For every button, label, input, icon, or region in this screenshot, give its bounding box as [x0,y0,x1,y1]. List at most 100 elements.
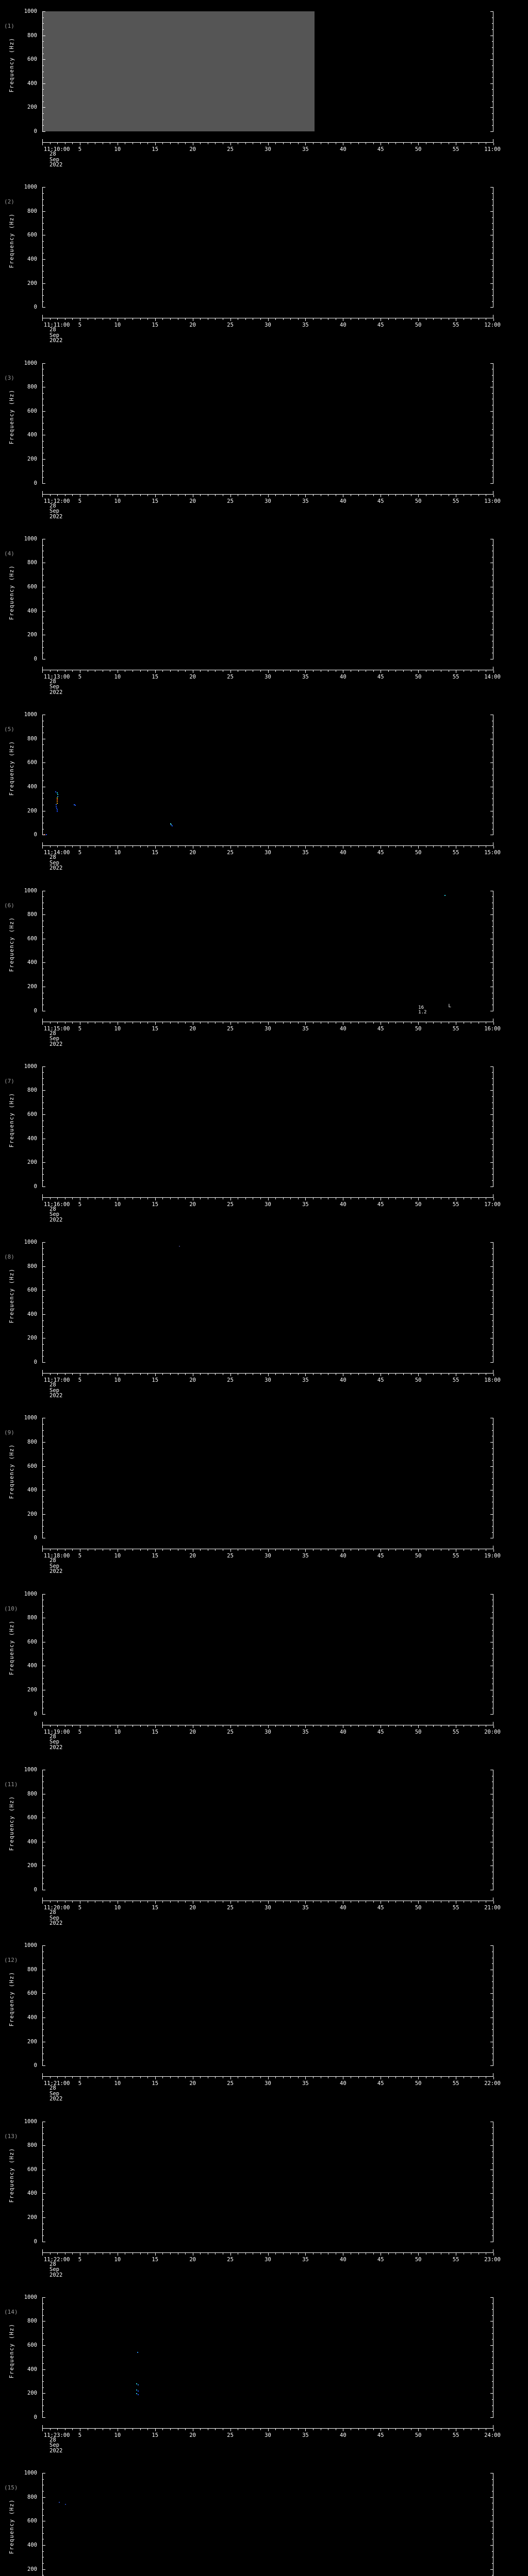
data-point [57,796,59,798]
y-tick [42,1150,44,1151]
y-tick-right [492,1296,493,1297]
x-tick [215,2428,216,2430]
y-tick-label: 1000 [24,1063,37,1070]
x-tick-label: 45 [377,673,384,680]
y-tick-right [490,1362,493,1363]
y-tick [42,2297,45,2298]
x-tick [162,1197,163,1199]
y-tick-right [492,2133,493,2134]
x-tick [245,1197,246,1199]
x-tick [403,1901,404,1903]
x-tick [147,2077,148,2079]
y-tick [42,2345,45,2346]
y-axis-line [42,2473,43,2576]
y-tick [42,908,44,909]
x-tick [313,1022,314,1024]
x-tick-label: 30 [265,1553,271,1560]
x-tick-label: 30 [265,2080,271,2087]
y-tick-right [492,2515,493,2516]
x-tick-label: 45 [377,1201,384,1208]
x-tick [245,2252,246,2255]
x-tick-label-end: 20:00 [484,1728,501,1735]
x-tick-label: 50 [415,498,422,504]
y-tick-right [492,429,493,430]
y-tick-right [492,1696,493,1697]
y-tick-right [490,2545,493,2546]
y-tick-label: 1000 [24,184,37,191]
spectrogram-panel: (2) Frequency (Hz) 0 200 400 600 800 1000 11:11:… [0,176,528,351]
y-tick-label: 0 [34,2238,37,2245]
y-tick-right [492,1108,493,1109]
x-axis-line [42,142,493,143]
data-point [138,2394,139,2395]
x-tick-label: 45 [377,1728,384,1735]
y-tick [42,1108,44,1109]
y-tick-right [492,1356,493,1357]
x-tick [268,2428,269,2431]
x-tick [57,1022,58,1024]
x-tick [200,318,201,320]
x-tick [313,1725,314,1727]
y-tick [42,465,44,466]
x-tick-label: 10 [114,2432,121,2438]
x-tick-label: 55 [452,2256,459,2263]
x-tick [162,2428,163,2430]
y-tick-right [492,2333,493,2334]
x-tick [403,2077,404,2079]
y-tick-right [492,1630,493,1631]
x-tick-label: 45 [377,850,384,856]
x-tick [215,1725,216,1727]
x-tick [140,1197,141,1199]
x-tick [42,318,43,321]
y-tick [42,259,45,260]
x-tick [275,318,276,320]
spectrogram-panel: (14) Frequency (Hz) 0 200 400 600 800 1000 11:23… [0,2286,528,2462]
x-tick [283,1197,284,1199]
x-tick [185,846,186,848]
x-tick-label: 20 [189,1377,196,1384]
y-tick [42,726,44,727]
x-tick [418,143,419,145]
x-tick-label: 50 [415,1905,422,1911]
x-tick [245,1022,246,1024]
x-axis-date-line: 28 [50,2085,56,2092]
y-tick-right [492,2381,493,2382]
x-tick-label: 35 [302,1905,309,1911]
x-tick [42,2252,43,2256]
x-tick-label: 15 [152,1553,159,1560]
spectrogram-panel: (7) Frequency (Hz) 0 200 400 600 800 1000 11:16:… [0,1055,528,1231]
x-tick-label: 45 [377,2080,384,2087]
y-tick [42,2393,45,2394]
x-tick [170,318,171,320]
spectrogram-panel: (8) Frequency (Hz) 0 200 400 600 800 1000 11:17:… [0,1231,528,1406]
y-tick [42,2405,44,2406]
x-tick [305,494,306,497]
x-tick [478,318,479,320]
y-tick [42,962,45,963]
y-tick-right [492,2229,493,2230]
x-tick [478,1901,479,1903]
x-tick-label-end: 12:00 [484,322,501,329]
x-tick [283,1901,284,1903]
x-tick [478,1022,479,1024]
plot-area [42,1945,493,2066]
x-tick [433,2252,434,2255]
y-tick-right [492,1344,493,1345]
x-tick-label: 55 [452,673,459,680]
y-tick-label: 400 [27,783,37,790]
x-tick [185,1549,186,1551]
x-tick [140,670,141,672]
y-tick-right [492,2399,493,2400]
y-tick [42,2363,44,2364]
x-tick [147,1901,148,1903]
x-tick-label: 45 [377,2256,384,2263]
y-tick [42,2509,44,2510]
y-tick-right [492,2411,493,2412]
x-tick [140,1725,141,1727]
x-tick [162,670,163,672]
x-tick-label: 50 [415,1201,422,1208]
y-tick [42,1677,44,1679]
y-tick [42,217,44,218]
x-tick [268,1549,269,1552]
x-tick [395,670,397,672]
